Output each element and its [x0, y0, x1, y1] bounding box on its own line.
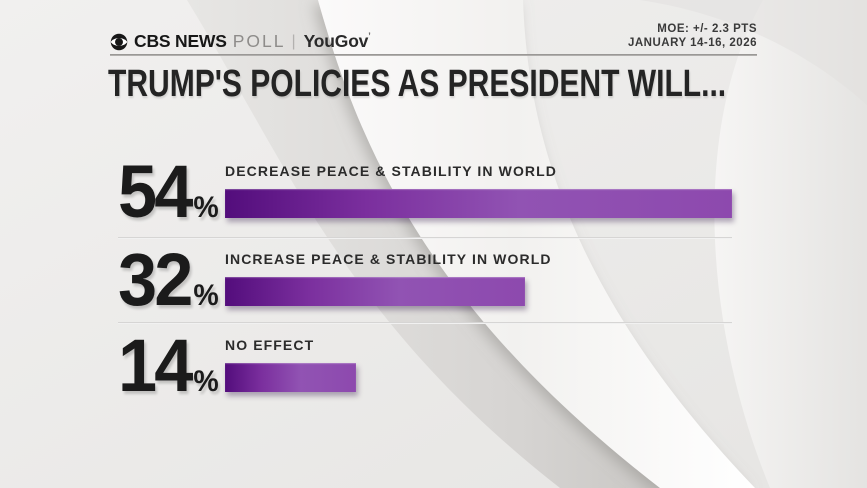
- bar-row: 14% NO EFFECT: [118, 329, 758, 403]
- bar: [225, 277, 526, 306]
- brand-partner-text: YouGov: [303, 31, 369, 51]
- brand-partner-label: YouGov’: [304, 31, 371, 52]
- value-label: 14%: [118, 329, 219, 403]
- moe-block: MOE: +/- 2.3 PTS JANUARY 14-16, 2026: [457, 23, 757, 50]
- brand-lockup: CBS NEWS POLL | YouGov’: [110, 31, 371, 52]
- category-label: DECREASE PEACE & STABILITY IN WORLD: [225, 163, 558, 179]
- value-label: 54%: [118, 155, 219, 229]
- brand-network-label: CBS NEWS: [134, 31, 227, 51]
- percent-sign: %: [193, 365, 218, 398]
- row-divider: [118, 237, 732, 239]
- bar-row: 32% INCREASE PEACE & STABILITY IN WORLD: [118, 243, 758, 317]
- bar-track: [225, 277, 732, 306]
- bar-area: DECREASE PEACE & STABILITY IN WORLD: [225, 160, 758, 218]
- poll-date-line: JANUARY 14-16, 2026: [627, 36, 757, 49]
- bar-area: INCREASE PEACE & STABILITY IN WORLD: [225, 248, 758, 306]
- bar-area: NO EFFECT: [225, 334, 758, 392]
- category-label: INCREASE PEACE & STABILITY IN WORLD: [225, 251, 552, 267]
- header-divider: [110, 54, 757, 56]
- percent-sign: %: [193, 279, 218, 312]
- value-number: 32: [118, 238, 193, 321]
- swoosh-right-band: [714, 0, 867, 488]
- row-divider: [118, 322, 732, 324]
- swoosh-white-leaf: [318, 0, 755, 488]
- percent-sign: %: [193, 191, 218, 224]
- moe-line: MOE: +/- 2.3 PTS: [657, 23, 757, 35]
- bar-track: [225, 189, 732, 218]
- value-number: 14: [118, 324, 193, 407]
- partner-trademark: ’: [368, 31, 371, 41]
- category-label: NO EFFECT: [225, 337, 315, 353]
- bar: [225, 189, 732, 218]
- brand-separator: |: [291, 32, 296, 50]
- bar: [225, 363, 357, 392]
- value-number: 54: [118, 150, 193, 233]
- swoosh-gray-crescent: [187, 0, 660, 488]
- brand-product-label: POLL: [232, 31, 286, 51]
- page-title: TRUMP'S POLICIES AS PRESIDENT WILL...: [108, 63, 727, 105]
- value-label: 32%: [118, 243, 219, 317]
- cbs-eye-icon: [110, 33, 128, 50]
- swoosh-top-right-wedge: [640, 0, 867, 105]
- bar-row: 54% DECREASE PEACE & STABILITY IN WORLD: [118, 155, 758, 229]
- bar-track: [225, 363, 732, 392]
